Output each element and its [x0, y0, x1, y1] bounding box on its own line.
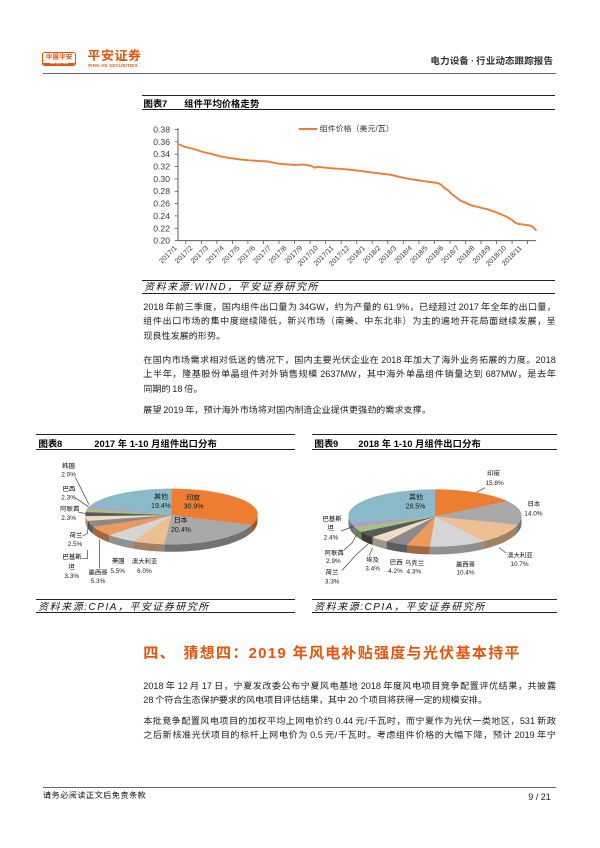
svg-text:荷兰: 荷兰 — [69, 531, 82, 539]
svg-text:2.0%: 2.0% — [61, 472, 76, 479]
svg-text:组件价格（美元/瓦）: 组件价格（美元/瓦） — [320, 124, 394, 134]
svg-text:韩国: 韩国 — [62, 462, 75, 470]
svg-text:4.3%: 4.3% — [407, 569, 422, 576]
svg-text:15.8%: 15.8% — [485, 480, 504, 487]
svg-text:荷兰: 荷兰 — [326, 569, 339, 577]
svg-text:坦: 坦 — [68, 564, 75, 571]
svg-text:日本: 日本 — [174, 517, 188, 525]
svg-text:日本: 日本 — [527, 501, 540, 508]
svg-text:0.34: 0.34 — [153, 149, 170, 159]
svg-text:2.4%: 2.4% — [324, 534, 339, 541]
svg-text:埃及: 埃及 — [366, 556, 379, 564]
svg-text:坦: 坦 — [327, 525, 334, 532]
svg-text:0.30: 0.30 — [153, 174, 170, 184]
svg-text:20.4%: 20.4% — [171, 527, 191, 534]
svg-text:0.22: 0.22 — [153, 223, 170, 233]
svg-text:4.2%: 4.2% — [388, 568, 403, 575]
svg-text:澳大利亚: 澳大利亚 — [507, 552, 533, 560]
svg-text:6.0%: 6.0% — [137, 568, 152, 575]
svg-text:5.5%: 5.5% — [110, 568, 125, 575]
svg-text:0.26: 0.26 — [153, 199, 170, 209]
svg-text:3.3%: 3.3% — [64, 573, 79, 580]
svg-text:0.20: 0.20 — [153, 236, 170, 246]
svg-text:巴西: 巴西 — [390, 560, 403, 567]
svg-text:墨西哥: 墨西哥 — [456, 562, 476, 569]
svg-text:其他: 其他 — [409, 494, 423, 502]
svg-text:0.36: 0.36 — [153, 137, 170, 147]
svg-text:0.38: 0.38 — [153, 125, 170, 135]
svg-text:30.9%: 30.9% — [184, 504, 204, 511]
svg-text:墨西哥: 墨西哥 — [88, 570, 108, 577]
svg-text:3.3%: 3.3% — [325, 579, 340, 586]
svg-text:其他: 其他 — [154, 493, 168, 501]
svg-text:5.3%: 5.3% — [91, 578, 106, 585]
svg-text:2.3%: 2.3% — [61, 495, 76, 502]
svg-text:乌克兰: 乌克兰 — [405, 559, 424, 567]
svg-text:19.4%: 19.4% — [151, 503, 171, 510]
svg-text:巴基斯: 巴基斯 — [322, 515, 342, 523]
svg-text:28.5%: 28.5% — [406, 504, 426, 511]
svg-text:0.28: 0.28 — [153, 186, 170, 196]
svg-text:巴基斯: 巴基斯 — [62, 553, 82, 561]
svg-text:阿联酋: 阿联酋 — [325, 549, 344, 557]
svg-text:2.9%: 2.9% — [326, 558, 341, 565]
svg-text:阿联酋: 阿联酋 — [60, 505, 79, 513]
svg-text:印度: 印度 — [186, 493, 200, 502]
svg-text:3.4%: 3.4% — [365, 566, 380, 573]
svg-text:10.7%: 10.7% — [510, 561, 529, 568]
svg-text:14.0%: 14.0% — [524, 511, 543, 518]
svg-text:巴西: 巴西 — [62, 486, 75, 493]
svg-text:2.5%: 2.5% — [68, 541, 83, 548]
svg-text:美国: 美国 — [112, 557, 125, 565]
svg-text:0.24: 0.24 — [153, 211, 170, 221]
svg-text:0.32: 0.32 — [153, 162, 170, 172]
svg-text:10.4%: 10.4% — [456, 570, 475, 577]
svg-text:2.3%: 2.3% — [61, 515, 76, 522]
svg-text:印度: 印度 — [487, 470, 500, 478]
svg-text:澳大利亚: 澳大利亚 — [132, 558, 158, 566]
